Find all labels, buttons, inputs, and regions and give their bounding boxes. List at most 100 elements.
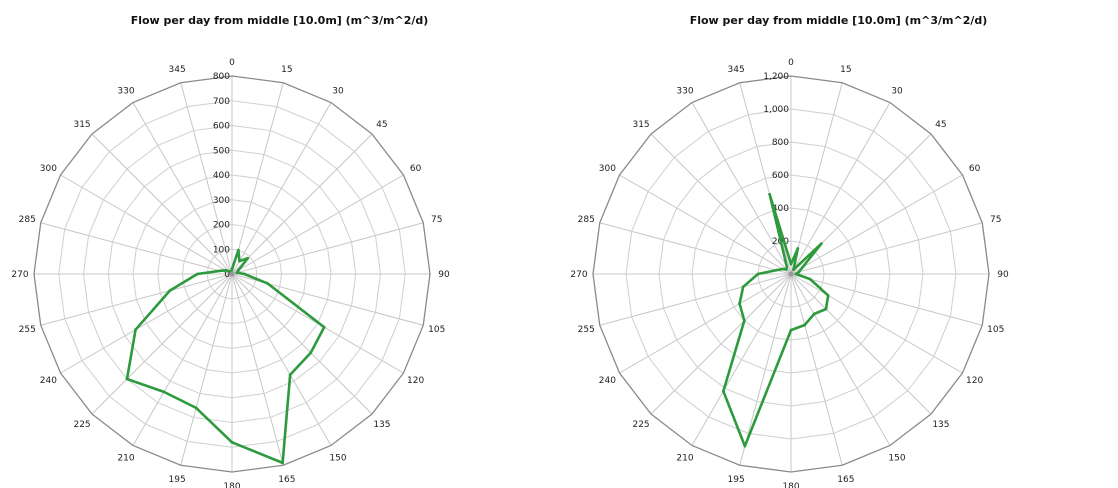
series-line (125, 248, 326, 465)
data-point (789, 262, 793, 266)
data-point (789, 328, 793, 332)
series-line (722, 193, 830, 448)
angle-label: 120 (407, 376, 424, 386)
data-point (721, 389, 725, 393)
angle-label: 285 (19, 215, 36, 225)
radial-tick-label: 100 (213, 245, 230, 255)
data-point (238, 259, 241, 263)
radial-tick-label: 1,200 (763, 72, 789, 82)
polar-chart-svg: 0 15 30 45 60 75 90 105 120 135 150 165 180 195 210 225… (11, 58, 450, 488)
angle-label: 345 (728, 65, 745, 75)
radial-tick-label: 600 (772, 171, 789, 181)
data-point (784, 267, 788, 271)
data-point (194, 406, 198, 410)
data-point (230, 440, 234, 444)
radial-tick-label: 400 (772, 204, 789, 214)
angle-label: 45 (376, 120, 387, 130)
data-point (237, 268, 240, 272)
angle-label: 0 (229, 58, 235, 68)
angle-label: 165 (278, 475, 295, 485)
ring-gridline (132, 174, 332, 374)
radial-tick-label: 800 (213, 72, 230, 82)
data-point (235, 271, 239, 275)
ring-gridline (757, 240, 825, 308)
angle-label: 135 (373, 420, 390, 430)
angle-label: 345 (169, 65, 186, 75)
angle-label: 75 (431, 215, 442, 225)
data-point (246, 256, 250, 260)
angle-label: 180 (223, 482, 240, 488)
ring-gridline (206, 248, 258, 300)
ring-gridline (107, 149, 357, 399)
angle-label: 210 (117, 454, 134, 464)
ring-gridline (181, 223, 283, 325)
angle-label: 30 (891, 86, 903, 96)
angle-label: 180 (782, 482, 799, 488)
data-point (824, 307, 828, 311)
outer-ring (33, 75, 431, 473)
data-point (237, 248, 240, 252)
angle-label: 240 (40, 376, 57, 386)
angle-label: 195 (169, 475, 186, 485)
angle-label: 255 (578, 325, 595, 335)
ring-gridline (724, 207, 858, 341)
data-point (242, 272, 246, 276)
data-point (819, 242, 823, 246)
data-point (195, 272, 199, 276)
angle-label: 30 (332, 86, 344, 96)
radial-tick-label: 800 (772, 138, 789, 148)
data-point (801, 266, 804, 269)
data-point (794, 272, 798, 276)
data-point (796, 247, 800, 250)
ring-gridline (82, 124, 382, 424)
radial-tick-label: 600 (213, 122, 230, 132)
angle-label: 150 (888, 454, 905, 464)
angle-label: 330 (117, 86, 134, 96)
angle-label: 225 (73, 420, 90, 430)
outer-ring (592, 75, 990, 473)
angle-label: 120 (966, 376, 983, 386)
angle-label: 165 (837, 475, 854, 485)
angle-label: 330 (676, 86, 693, 96)
angle-label: 255 (19, 325, 36, 335)
center-dot (229, 271, 235, 277)
angle-label: 270 (11, 270, 28, 280)
angle-label: 15 (840, 65, 851, 75)
polar-chart-right: Flow per day from middle [10.0m] (m^3/m^… (559, 0, 1118, 488)
data-point (281, 461, 285, 465)
polar-chart-svg: 0 15 30 45 60 75 90 105 120 135 150 165 180 195 210 225… (570, 58, 1009, 488)
angle-label: 60 (969, 164, 981, 174)
angle-label: 75 (990, 215, 1001, 225)
data-point (134, 328, 137, 332)
data-point (768, 192, 772, 196)
data-point (218, 269, 222, 273)
radial-tick-label: 500 (213, 146, 230, 156)
angle-label: 240 (599, 376, 616, 386)
data-point (230, 267, 234, 271)
ring-gridline (625, 108, 957, 440)
angle-label: 0 (788, 58, 794, 68)
angle-label: 105 (987, 325, 1004, 335)
data-point (808, 277, 812, 281)
angle-label: 285 (578, 215, 595, 225)
angle-label: 300 (40, 164, 57, 174)
angle-label: 150 (329, 454, 346, 464)
ring-gridline (58, 100, 406, 448)
angle-label: 300 (599, 164, 616, 174)
data-point (781, 267, 784, 271)
data-point (775, 268, 779, 272)
data-point (803, 323, 807, 327)
data-point (826, 294, 830, 297)
angle-label: 195 (728, 475, 745, 485)
angle-label: 45 (935, 120, 946, 130)
data-point (792, 268, 795, 272)
data-point (756, 272, 760, 276)
angle-label: 105 (428, 325, 445, 335)
radial-tick-label: 200 (213, 221, 230, 231)
angle-label: 90 (438, 270, 450, 280)
angle-label: 315 (632, 120, 649, 130)
data-point (288, 373, 292, 377)
angle-label: 60 (410, 164, 422, 174)
angle-label: 90 (997, 270, 1009, 280)
angle-label: 15 (281, 65, 292, 75)
